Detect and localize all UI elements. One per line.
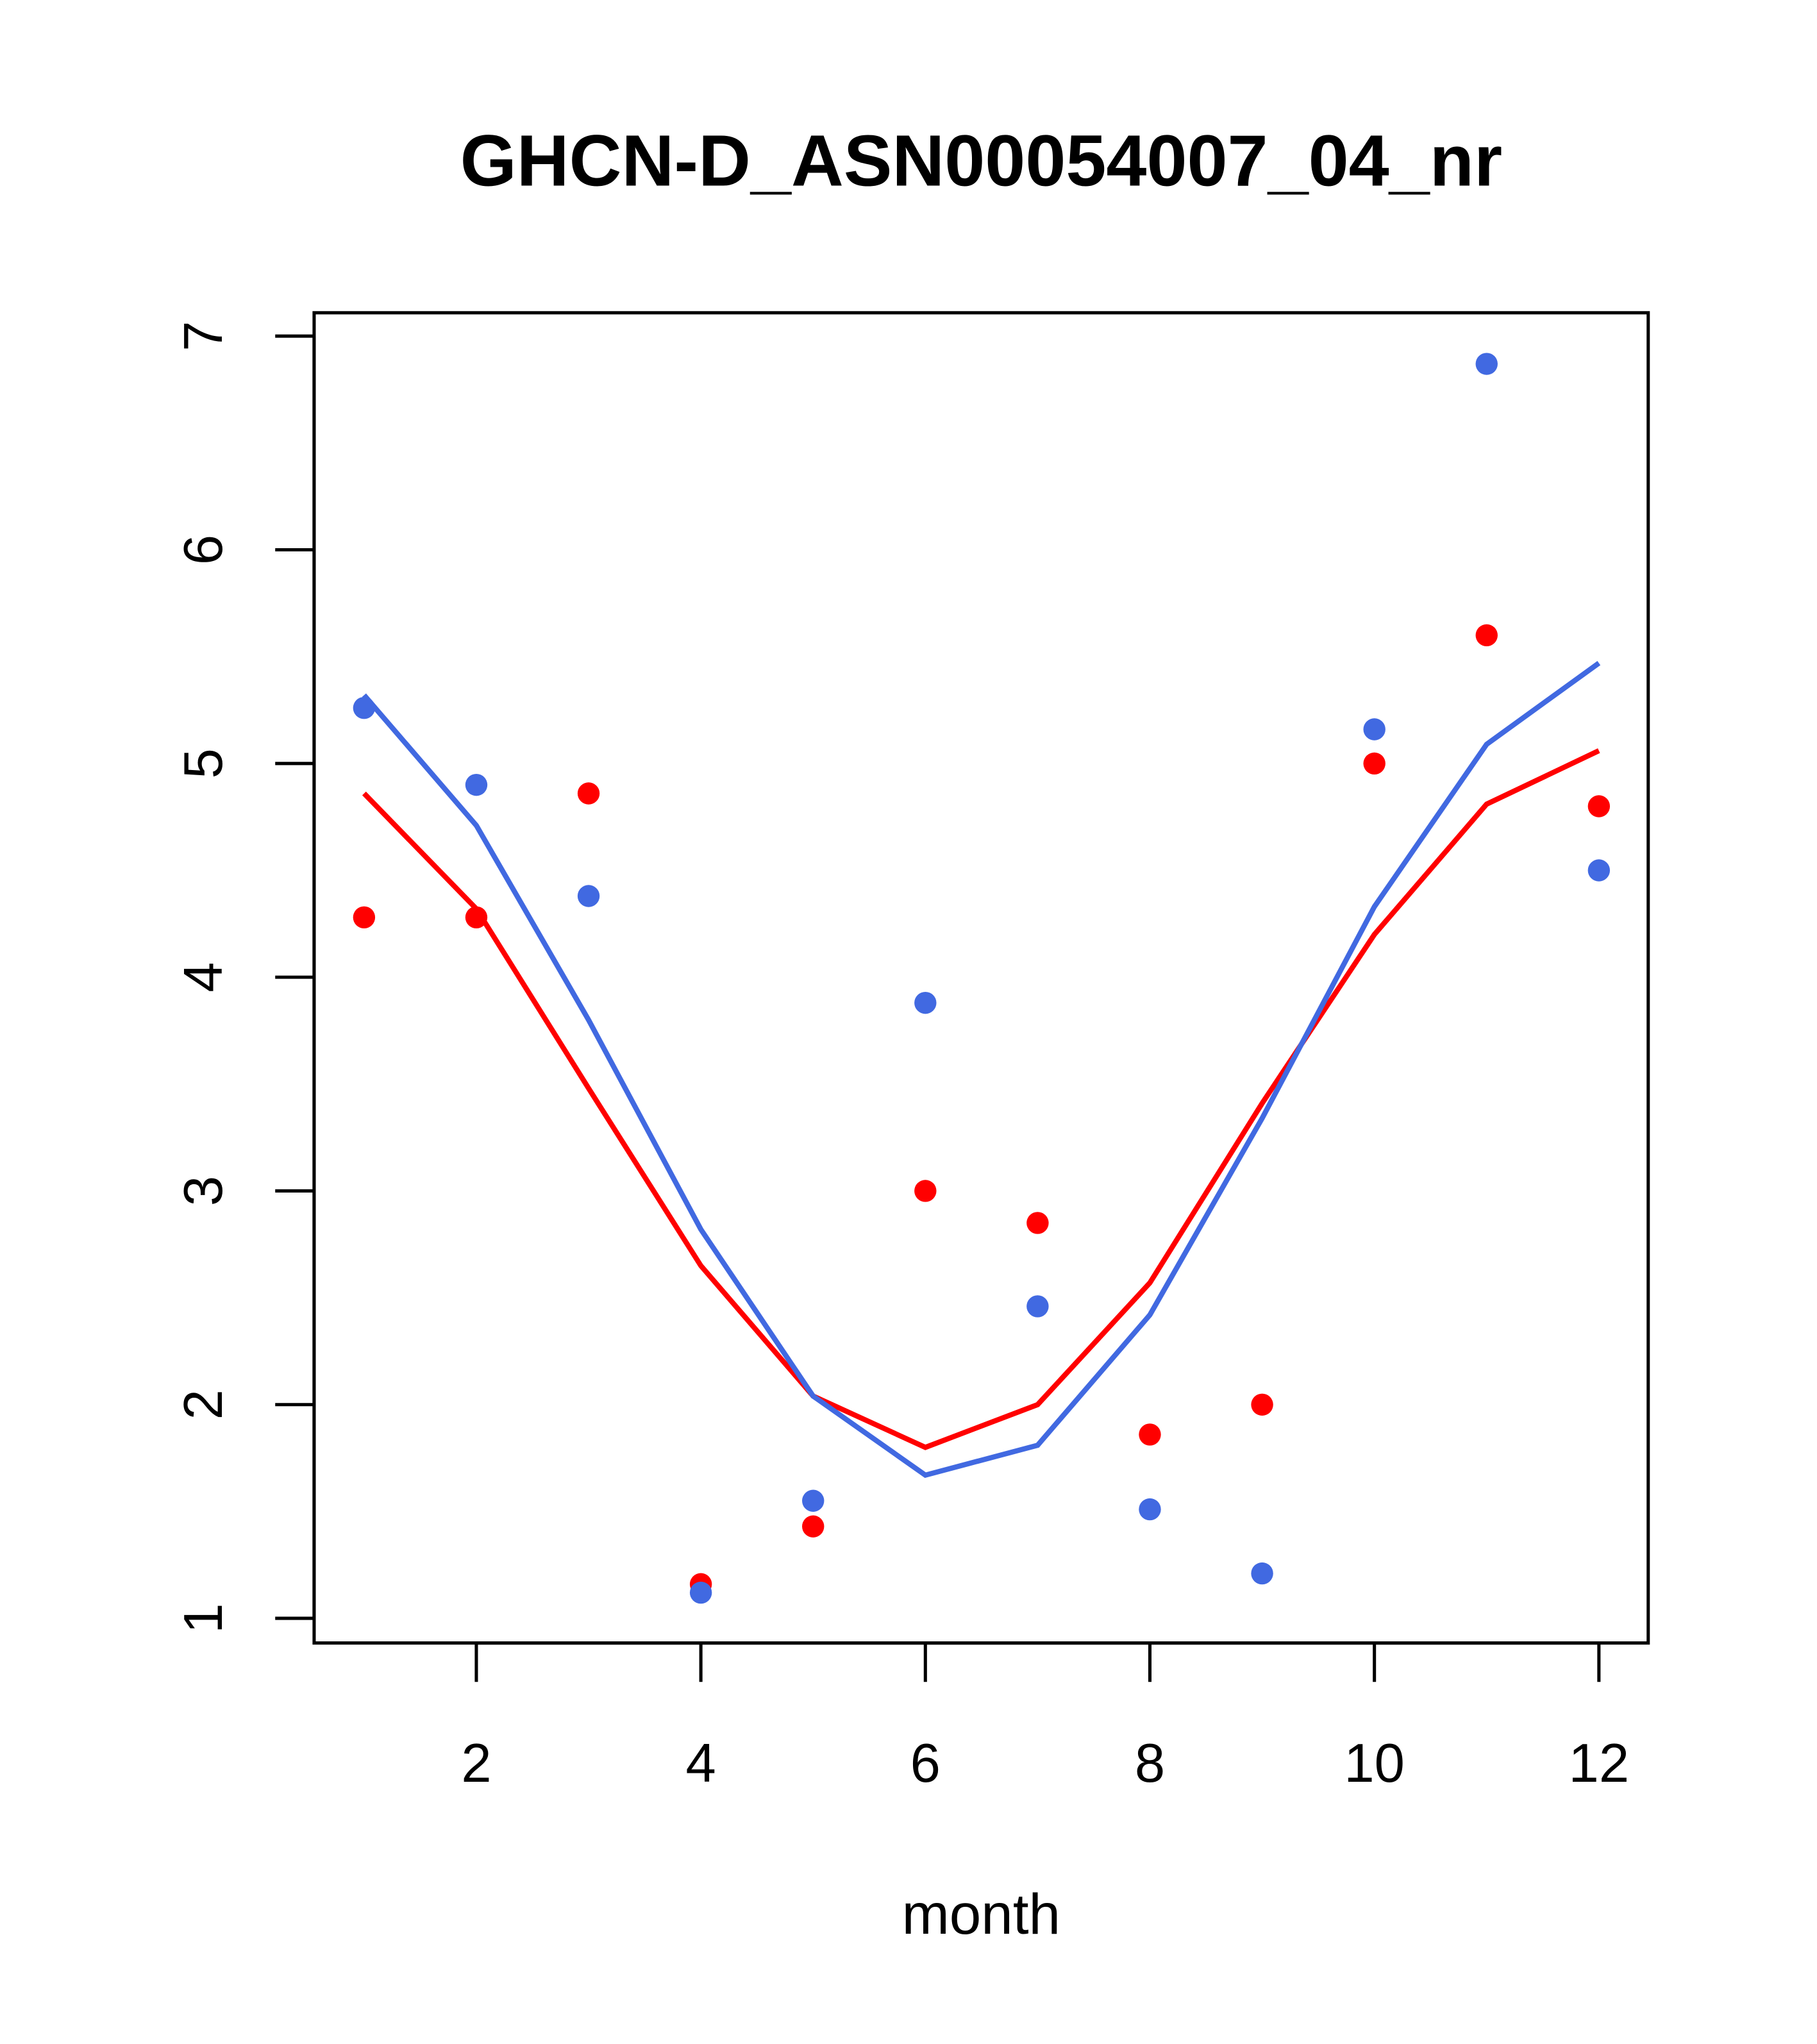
blue-point	[465, 773, 488, 796]
blue-point	[1475, 353, 1498, 375]
red-point	[1587, 795, 1611, 817]
red-point	[1026, 1212, 1049, 1234]
blue-point	[1251, 1562, 1273, 1585]
red-point	[802, 1515, 825, 1537]
x-axis: 2 4 6 8 10 12	[461, 1641, 1630, 1794]
y-tick-label: 6	[173, 535, 234, 565]
blue-point	[1587, 859, 1611, 882]
x-axis-label: month	[902, 1882, 1061, 1946]
y-tick-label: 1	[173, 1603, 234, 1633]
y-tick-label: 7	[173, 321, 234, 351]
y-tick-label: 4	[173, 962, 234, 993]
y-tick-label: 3	[173, 1176, 234, 1206]
x-tick-label: 12	[1569, 1733, 1630, 1794]
blue-point	[353, 696, 376, 719]
blue-point	[802, 1489, 825, 1512]
blue-point	[1026, 1295, 1049, 1318]
y-tick-label: 2	[173, 1389, 234, 1420]
x-tick-label: 4	[685, 1733, 716, 1794]
red-point	[353, 906, 376, 929]
red-point	[1363, 752, 1386, 775]
y-tick-label: 5	[173, 748, 234, 778]
x-tick-label: 8	[1135, 1733, 1165, 1794]
red-point	[1139, 1423, 1161, 1446]
x-tick-label: 10	[1344, 1733, 1405, 1794]
plot-frame	[312, 311, 1650, 1645]
blue-point	[1363, 718, 1386, 741]
series-layer	[353, 353, 1611, 1604]
red-line	[362, 748, 1600, 1450]
blue-point	[689, 1581, 712, 1604]
blue-point	[914, 991, 937, 1014]
red-point	[577, 782, 600, 805]
blue-point	[1139, 1498, 1161, 1521]
y-axis: 1 2 3 4 5 6 7	[173, 321, 316, 1634]
x-tick-label: 6	[910, 1733, 941, 1794]
chart-title: GHCN-D_ASN00054007_04_nr	[460, 120, 1502, 201]
x-tick-label: 2	[461, 1733, 491, 1794]
red-point	[914, 1180, 937, 1202]
blue-point	[577, 885, 600, 907]
red-point	[1475, 624, 1498, 647]
red-point	[1251, 1393, 1273, 1416]
blue-line	[362, 660, 1601, 1479]
red-point	[465, 906, 488, 929]
